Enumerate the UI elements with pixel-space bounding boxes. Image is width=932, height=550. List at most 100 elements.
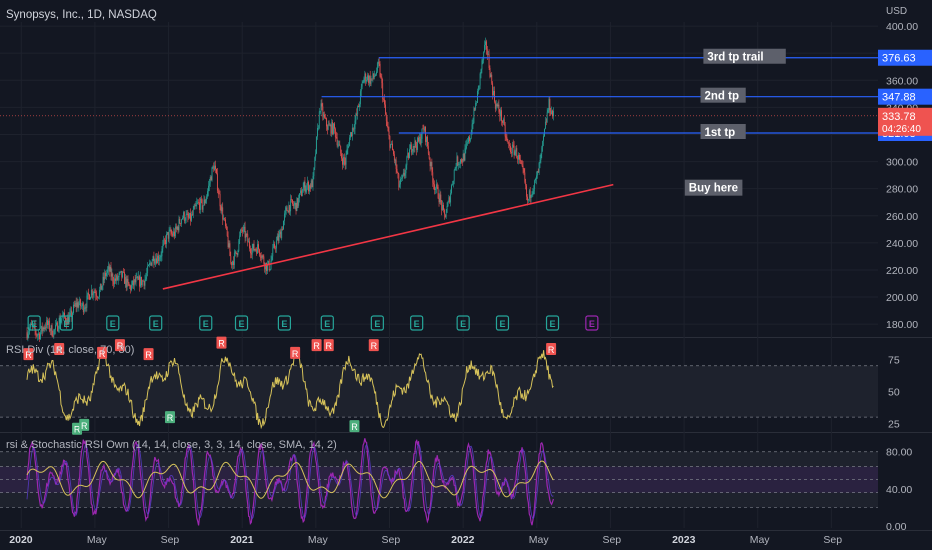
divergence-marker-label: R — [25, 350, 32, 360]
candle-body — [328, 124, 330, 126]
earnings-icon — [149, 315, 163, 331]
level-label-bg — [700, 87, 746, 103]
price-tick-label: 280.00 — [886, 184, 918, 196]
candle-body — [28, 331, 30, 335]
candle-body — [103, 276, 105, 280]
candle-body — [74, 302, 76, 306]
last-price-tag-text: 333.78 — [882, 111, 916, 123]
candle-body — [316, 136, 317, 154]
candle-body — [175, 226, 177, 229]
candle-body — [459, 163, 460, 165]
candle-body — [423, 128, 425, 131]
candle-body — [241, 229, 243, 232]
candle-body — [382, 83, 384, 99]
candle-body — [518, 154, 519, 160]
candle-body — [370, 78, 372, 84]
candle-body — [245, 234, 247, 238]
candle-body — [354, 120, 356, 129]
candle-body — [167, 232, 169, 239]
candle-body — [509, 144, 511, 147]
candle-body — [488, 54, 490, 68]
rsi-line — [26, 349, 554, 430]
candle-body — [513, 145, 515, 155]
candle-body — [257, 244, 258, 254]
candle-body — [478, 85, 480, 87]
candle-body — [384, 104, 386, 115]
candle-body — [289, 205, 291, 212]
candle-body — [378, 62, 380, 64]
time-tick-label: Sep — [602, 534, 621, 546]
candle-body — [297, 198, 299, 206]
candle-body — [475, 102, 477, 110]
candle-body — [519, 159, 521, 161]
candle-body — [260, 257, 262, 258]
candle-body — [200, 198, 202, 200]
time-tick-label: May — [308, 534, 329, 546]
candle-body — [149, 262, 151, 264]
candle-body — [396, 168, 398, 173]
candle-body — [531, 194, 533, 195]
bearish-divergence-marker — [311, 339, 322, 352]
candle-body — [270, 260, 272, 270]
stoch-indicator-title[interactable]: rsi & Stochastic RSI Own (14, 14, close,… — [6, 439, 337, 451]
candle-body — [69, 313, 71, 317]
candle-body — [118, 273, 120, 278]
level-label: 1st tp — [705, 127, 736, 139]
divergence-marker-label: R — [99, 349, 106, 359]
candle-body — [444, 214, 446, 218]
candle-body — [544, 121, 546, 129]
candle-body — [381, 76, 383, 84]
candle-body — [132, 280, 133, 285]
candle-body — [368, 75, 370, 83]
candle-body — [276, 236, 278, 241]
time-tick-label: 2022 — [451, 534, 475, 546]
candle-body — [44, 327, 46, 329]
candle-body — [358, 106, 359, 108]
rsi-tick-label: 25 — [888, 419, 900, 431]
candle-body — [258, 249, 260, 255]
rsi-indicator-title[interactable]: RSI Div (14, close, 70, 30) — [6, 344, 135, 356]
candle-body — [61, 317, 63, 320]
candle-body — [391, 143, 393, 145]
target-levels: 3rd tp trail 2nd tp 1st tp — [0, 48, 878, 139]
candle-body — [92, 293, 94, 296]
grid-lines — [0, 22, 878, 528]
candle-body — [341, 153, 342, 159]
candle-body — [427, 136, 428, 147]
candle-body — [174, 231, 175, 237]
candle-body — [142, 280, 144, 282]
candle-body — [377, 62, 379, 63]
bearish-divergence-marker — [97, 346, 108, 359]
candle-body — [469, 136, 470, 141]
candle-body — [258, 244, 259, 250]
candle-body — [401, 175, 403, 179]
candle-body — [246, 234, 248, 235]
candle-body — [126, 278, 128, 288]
candle-body — [399, 184, 401, 188]
candle-body — [230, 256, 232, 263]
candle-body — [383, 98, 385, 100]
candle-body — [179, 218, 181, 224]
earnings-icon — [59, 315, 73, 331]
candle-body — [491, 74, 493, 84]
candle-body — [368, 75, 369, 83]
candle-body — [250, 248, 251, 254]
candle-body — [538, 162, 540, 173]
candle-body — [53, 329, 55, 337]
candle-body — [41, 326, 43, 332]
candle-body — [221, 207, 223, 212]
candle-body — [283, 220, 284, 230]
candle-body — [307, 181, 309, 186]
candle-body — [503, 119, 505, 125]
candle-body — [192, 209, 194, 215]
candle-body — [170, 229, 172, 234]
price-tick-label: 400.00 — [886, 21, 918, 33]
divergence-marker-label: R — [351, 422, 358, 432]
candle-body — [349, 137, 351, 147]
candle-body — [502, 119, 504, 123]
candle-body — [122, 271, 124, 278]
bearish-divergence-marker — [114, 339, 125, 352]
candle-body — [407, 152, 409, 157]
